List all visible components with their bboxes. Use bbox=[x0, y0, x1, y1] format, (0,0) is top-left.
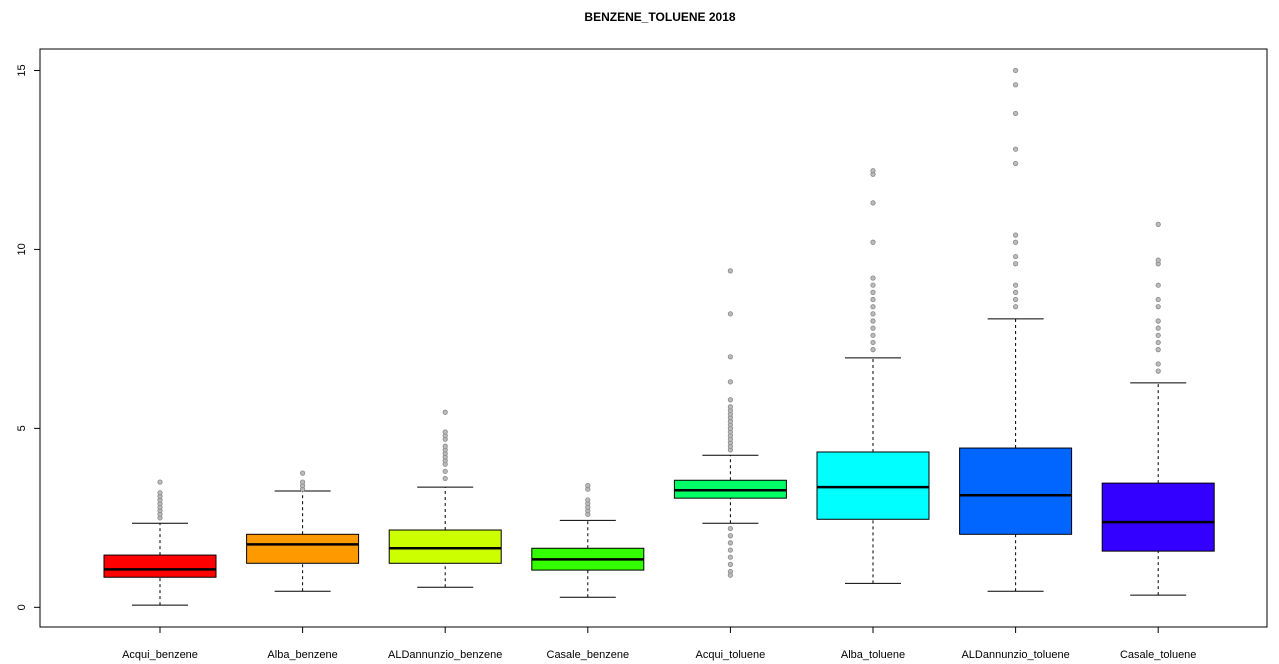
outlier bbox=[1012, 239, 1019, 245]
outlier bbox=[1012, 282, 1019, 288]
box bbox=[103, 554, 217, 578]
outlier bbox=[1155, 282, 1161, 288]
y-tick-label: 5 bbox=[16, 425, 28, 431]
outlier bbox=[870, 339, 876, 346]
outlier bbox=[1012, 67, 1019, 74]
outlier bbox=[1012, 261, 1019, 267]
y-tick-label: 15 bbox=[16, 64, 28, 76]
outlier bbox=[727, 404, 734, 410]
outlier bbox=[870, 311, 876, 317]
x-tick-label: Acqui_toluene bbox=[696, 649, 766, 661]
outlier bbox=[870, 168, 876, 174]
outlier bbox=[442, 443, 448, 449]
outlier bbox=[727, 268, 734, 274]
outlier bbox=[727, 554, 734, 560]
outlier bbox=[727, 354, 734, 360]
outlier bbox=[727, 379, 734, 385]
outlier bbox=[1155, 332, 1161, 338]
box bbox=[388, 529, 502, 564]
outlier bbox=[585, 483, 591, 489]
outlier bbox=[1155, 318, 1161, 324]
outlier bbox=[442, 475, 448, 482]
box bbox=[246, 533, 360, 564]
outlier bbox=[1155, 296, 1161, 303]
outlier bbox=[727, 547, 734, 553]
outlier bbox=[727, 561, 734, 567]
outlier bbox=[870, 289, 876, 295]
outlier bbox=[442, 429, 448, 435]
outlier bbox=[1012, 253, 1019, 260]
x-tick-label: Casale_benzene bbox=[547, 649, 630, 661]
plot-frame bbox=[39, 48, 1268, 628]
outlier bbox=[870, 275, 876, 281]
outlier bbox=[870, 200, 876, 206]
outlier bbox=[870, 282, 876, 288]
outlier bbox=[442, 409, 448, 415]
x-tick-label: Acqui_benzene bbox=[122, 649, 198, 661]
outlier bbox=[1155, 361, 1161, 367]
box bbox=[1101, 482, 1215, 552]
outlier bbox=[727, 397, 734, 403]
outlier bbox=[1012, 146, 1019, 152]
outlier bbox=[1155, 304, 1161, 310]
outlier bbox=[727, 572, 734, 578]
box bbox=[959, 447, 1073, 535]
outlier bbox=[870, 239, 876, 245]
outlier bbox=[727, 525, 734, 532]
outlier bbox=[1155, 257, 1161, 263]
outlier bbox=[1155, 368, 1161, 374]
x-tick-label: ALDannunzio_benzene bbox=[388, 649, 502, 661]
outlier bbox=[1155, 325, 1161, 331]
chart-title: BENZENE_TOLUENE 2018 bbox=[584, 10, 735, 24]
outlier bbox=[299, 479, 306, 485]
x-tick-label: Casale_toluene bbox=[1120, 649, 1196, 661]
outlier bbox=[870, 318, 876, 324]
outlier bbox=[1012, 296, 1019, 303]
outlier bbox=[870, 332, 876, 338]
outlier bbox=[299, 470, 306, 476]
outlier bbox=[585, 497, 591, 503]
outlier bbox=[1155, 221, 1161, 227]
box bbox=[816, 451, 930, 520]
x-tick-label: ALDannunzio_toluene bbox=[961, 649, 1069, 661]
outlier bbox=[727, 540, 734, 546]
y-tick-label: 0 bbox=[16, 604, 28, 610]
outlier bbox=[1012, 232, 1019, 238]
x-tick-label: Alba_toluene bbox=[841, 649, 905, 661]
outlier bbox=[157, 490, 163, 496]
outlier bbox=[1012, 160, 1019, 167]
outlier bbox=[870, 347, 876, 353]
outlier bbox=[870, 296, 876, 303]
outlier bbox=[157, 479, 163, 485]
outlier bbox=[442, 468, 448, 474]
y-tick-label: 10 bbox=[16, 243, 28, 255]
outlier bbox=[727, 311, 734, 317]
outlier bbox=[1012, 82, 1019, 88]
outlier bbox=[1155, 347, 1161, 353]
outlier bbox=[870, 304, 876, 310]
outlier bbox=[1012, 110, 1019, 117]
outlier bbox=[727, 533, 734, 539]
outlier bbox=[1012, 289, 1019, 295]
outlier bbox=[1155, 339, 1161, 346]
outlier bbox=[870, 325, 876, 331]
x-tick-label: Alba_benzene bbox=[267, 649, 337, 661]
outlier bbox=[1012, 304, 1019, 310]
